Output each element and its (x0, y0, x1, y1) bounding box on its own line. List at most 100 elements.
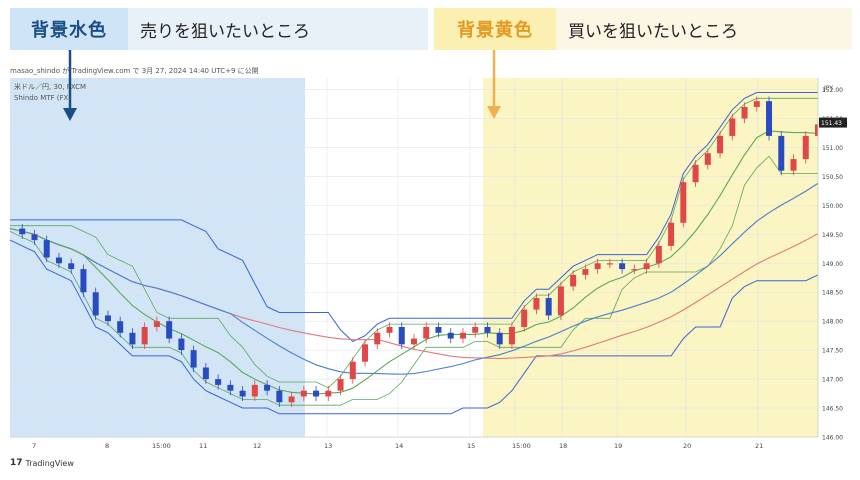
candle-body (129, 332, 136, 345)
candle-body (619, 263, 626, 270)
candle-body (202, 367, 209, 380)
ma-mid (9, 182, 819, 375)
tradingview-logo: 17 TradingView (10, 458, 74, 468)
buy-legend: 背景黄色 買いを狙いたいところ (434, 8, 852, 50)
candle-body (55, 257, 62, 264)
candle-body (557, 286, 564, 316)
candle-body (227, 384, 234, 391)
candle-body (190, 350, 197, 368)
candle-body (435, 326, 442, 333)
publish-meta: masao_shindo が TradingView.com で 3月 27, … (10, 67, 259, 75)
time-tick-label: 11 (199, 442, 207, 450)
time-tick-label: 14 (395, 442, 403, 450)
sell-legend: 背景水色 売りを狙いたいところ (10, 8, 428, 50)
buy-arrow-head (487, 106, 501, 119)
candle-body (31, 234, 38, 241)
buy-legend-tag: 背景黄色 (434, 8, 556, 50)
sell-legend-description: 売りを狙いたいところ (140, 21, 310, 42)
candle-body (570, 274, 577, 287)
sell-legend-tag: 背景水色 (10, 8, 128, 50)
price-tick-label: 149.00 (822, 261, 843, 268)
candle-body (545, 298, 552, 316)
candle-body (790, 159, 797, 171)
candle-body (484, 326, 491, 333)
candle-body (264, 384, 271, 391)
candle-body (239, 390, 246, 397)
candle-body (802, 135, 809, 160)
candle-body (276, 390, 283, 403)
candle-body (643, 263, 650, 270)
candle-body (459, 332, 466, 339)
time-tick-label: 20 (683, 442, 691, 450)
candle-body (668, 222, 675, 246)
symbol-label: 米ドル／円, 30, FXCM (14, 83, 87, 91)
candle-body (753, 101, 760, 107)
candle-body (325, 390, 332, 397)
candle-body (300, 390, 307, 397)
candle-body (582, 269, 589, 275)
time-tick-label: 12 (253, 442, 261, 450)
price-axis-bg (818, 78, 848, 437)
candle-body (594, 263, 601, 270)
price-tick-label: 147.50 (822, 348, 843, 355)
candle-body (729, 118, 736, 136)
candle-body (166, 321, 173, 339)
tradingview-mark-icon: 17 (10, 458, 23, 468)
last-price-label: 151.43 (821, 120, 842, 127)
price-tick-label: 150.50 (822, 174, 843, 181)
sell-region (10, 78, 305, 437)
time-tick-label: 15:00 (152, 442, 171, 450)
candle-body (423, 326, 430, 339)
candle-body (19, 228, 26, 235)
candle-body (141, 326, 148, 345)
candle-body (349, 361, 356, 380)
candle-body (680, 182, 687, 223)
candle-body (362, 344, 369, 362)
candle-body (472, 326, 479, 333)
candle-body (655, 245, 662, 264)
candle-body (374, 332, 381, 345)
candle-body (741, 106, 748, 119)
candle-body (521, 309, 528, 327)
candle-body (92, 292, 99, 316)
candle-body (80, 269, 87, 293)
candle-body (117, 321, 124, 333)
price-tick-label: 152.00 (822, 87, 843, 94)
candle-body (43, 240, 50, 258)
time-tick-label: 21 (755, 442, 763, 450)
lower-band (9, 239, 819, 415)
time-tick-label: 15:00 (512, 442, 531, 450)
candle-body (251, 384, 258, 397)
price-tick-label: 147.00 (822, 377, 843, 384)
candle-body (606, 263, 613, 265)
last-price-badge (819, 117, 847, 128)
candle-body (692, 164, 699, 183)
candle-body (337, 379, 344, 391)
price-tick-label: 146.00 (822, 435, 843, 442)
candle-body (288, 396, 295, 403)
candle-body (178, 338, 185, 351)
candle-body (447, 332, 454, 339)
currency-label: JPY (823, 85, 833, 92)
price-tick-label: 149.50 (822, 232, 843, 239)
sell-arrow-head (63, 108, 77, 121)
price-tick-label: 151.00 (822, 145, 843, 152)
price-tick-label: 148.00 (822, 319, 843, 326)
upper-band (10, 92, 818, 343)
time-tick-label: 18 (559, 442, 567, 450)
indicator-label: Shindo MTF (FX) (14, 94, 72, 102)
candle-body (153, 321, 160, 327)
candle-body (104, 315, 111, 322)
candle-body (508, 326, 515, 345)
candle-body (717, 135, 724, 154)
candle-body (68, 263, 75, 270)
candle-body (411, 338, 417, 345)
time-tick-label: 15 (467, 442, 475, 450)
price-tick-label: 148.50 (822, 290, 843, 297)
candle-body (398, 326, 405, 345)
candle-body (766, 101, 773, 136)
time-tick-label: 13 (324, 442, 332, 450)
candle-body (533, 298, 540, 310)
price-tick-label: 146.50 (822, 406, 843, 413)
